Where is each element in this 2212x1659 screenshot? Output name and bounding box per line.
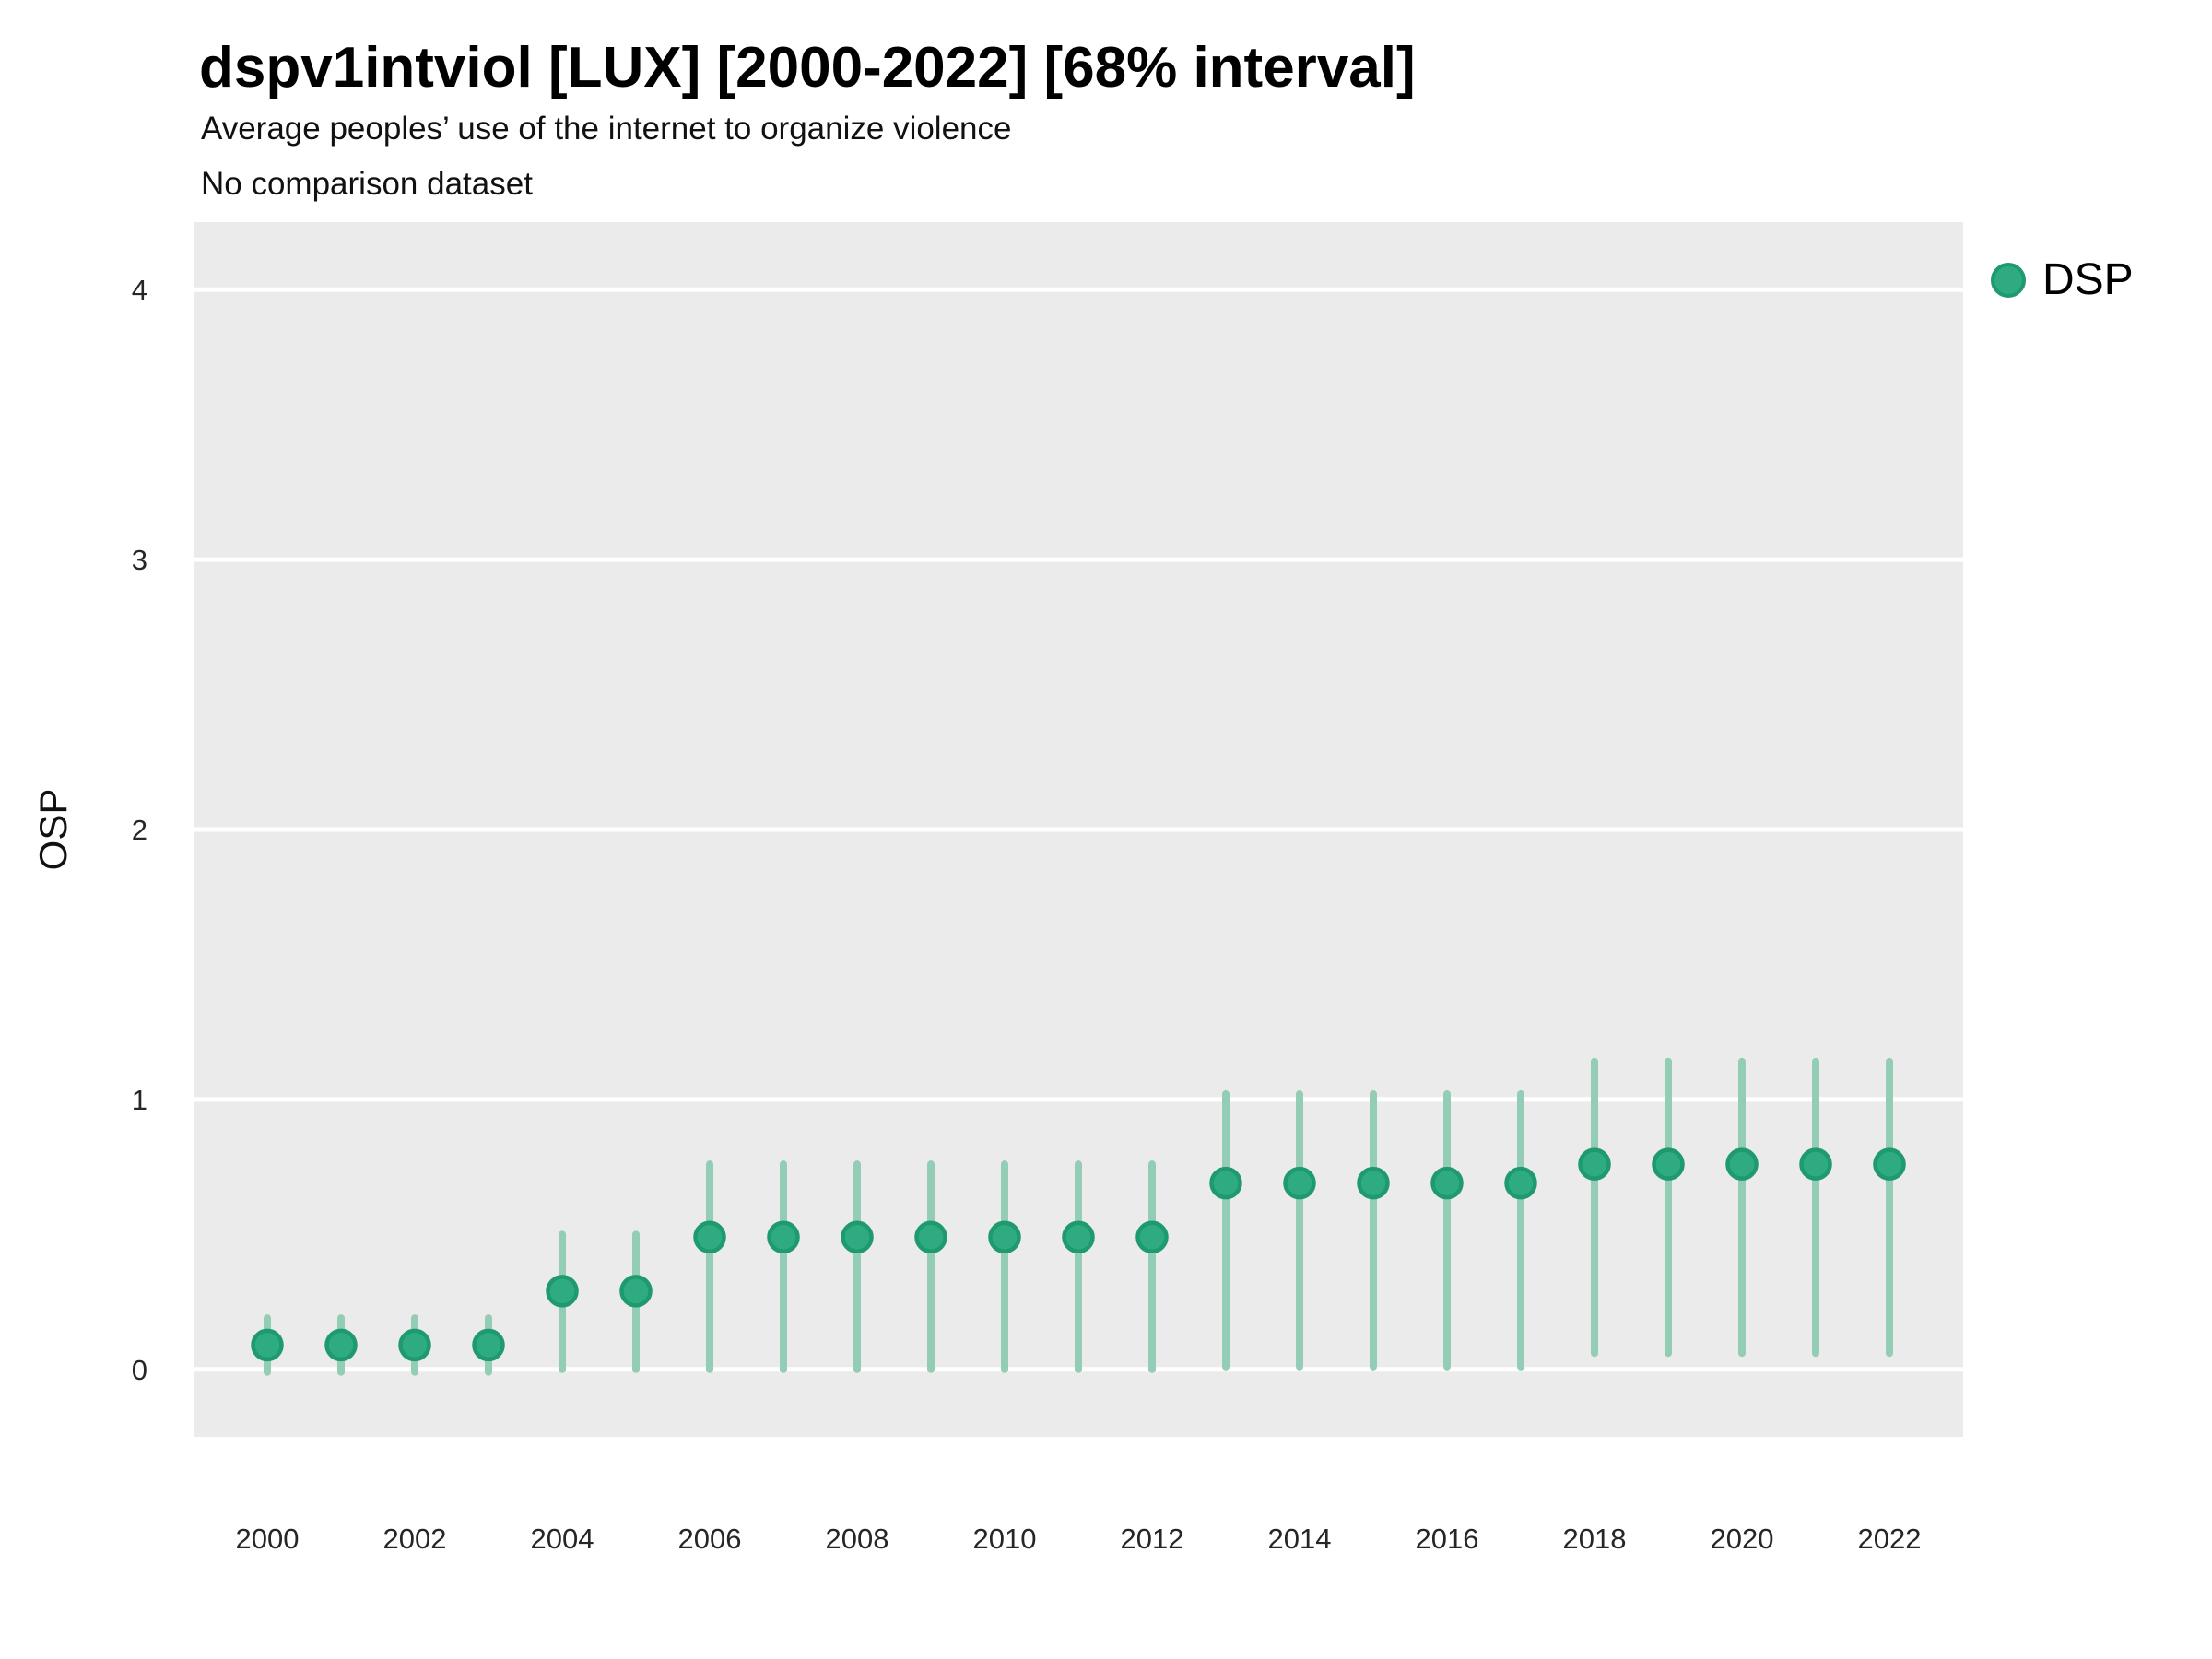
data-point-2003 xyxy=(472,1328,505,1362)
data-point-2001 xyxy=(324,1328,358,1362)
x-tick-label: 2004 xyxy=(531,1523,594,1555)
chart-subtitle: Average peoples’ use of the internet to … xyxy=(201,111,1012,147)
y-tick-label: 1 xyxy=(132,1084,147,1116)
x-tick-label: 2012 xyxy=(1121,1523,1184,1555)
legend-label: DSP xyxy=(2042,255,2134,304)
data-point-2005 xyxy=(619,1275,653,1308)
x-tick-label: 2000 xyxy=(236,1523,300,1555)
data-point-2007 xyxy=(767,1220,800,1254)
data-point-2006 xyxy=(693,1220,726,1254)
data-point-2011 xyxy=(1062,1220,1095,1254)
y-tick-label: 4 xyxy=(132,274,147,306)
data-point-2019 xyxy=(1652,1147,1685,1181)
x-tick-label: 2008 xyxy=(826,1523,889,1555)
data-point-2002 xyxy=(398,1328,431,1362)
data-point-2009 xyxy=(914,1220,947,1254)
chart-title: dspv1intviol [LUX] [2000-2022] [68% inte… xyxy=(199,36,1416,100)
data-point-2004 xyxy=(546,1275,579,1308)
data-point-2016 xyxy=(1430,1166,1464,1200)
x-tick-label: 2002 xyxy=(383,1523,447,1555)
x-tick-label: 2014 xyxy=(1268,1523,1332,1555)
data-point-2017 xyxy=(1504,1166,1537,1200)
data-point-2013 xyxy=(1209,1166,1242,1200)
x-tick-label: 2016 xyxy=(1416,1523,1479,1555)
data-point-2000 xyxy=(251,1328,284,1362)
data-point-2012 xyxy=(1135,1220,1169,1254)
x-tick-label: 2018 xyxy=(1563,1523,1627,1555)
x-tick-label: 2006 xyxy=(678,1523,742,1555)
x-tick-label: 2020 xyxy=(1711,1523,1774,1555)
data-point-2015 xyxy=(1357,1166,1390,1200)
data-point-2008 xyxy=(841,1220,874,1254)
y-tick-label: 0 xyxy=(132,1354,147,1386)
x-tick-label: 2022 xyxy=(1858,1523,1922,1555)
x-tick-label: 2010 xyxy=(973,1523,1037,1555)
data-point-2021 xyxy=(1799,1147,1832,1181)
y-tick-label: 3 xyxy=(132,544,147,576)
legend: DSP xyxy=(1991,254,2134,305)
y-tick-label: 2 xyxy=(132,814,147,846)
legend-circle-icon xyxy=(1991,262,2026,298)
y-axis-title: OSP xyxy=(31,788,75,871)
data-point-2018 xyxy=(1578,1147,1611,1181)
data-point-2014 xyxy=(1283,1166,1316,1200)
data-point-2010 xyxy=(988,1220,1021,1254)
data-point-2022 xyxy=(1873,1147,1906,1181)
chart-note: No comparison dataset xyxy=(201,166,533,202)
data-point-2020 xyxy=(1725,1147,1759,1181)
